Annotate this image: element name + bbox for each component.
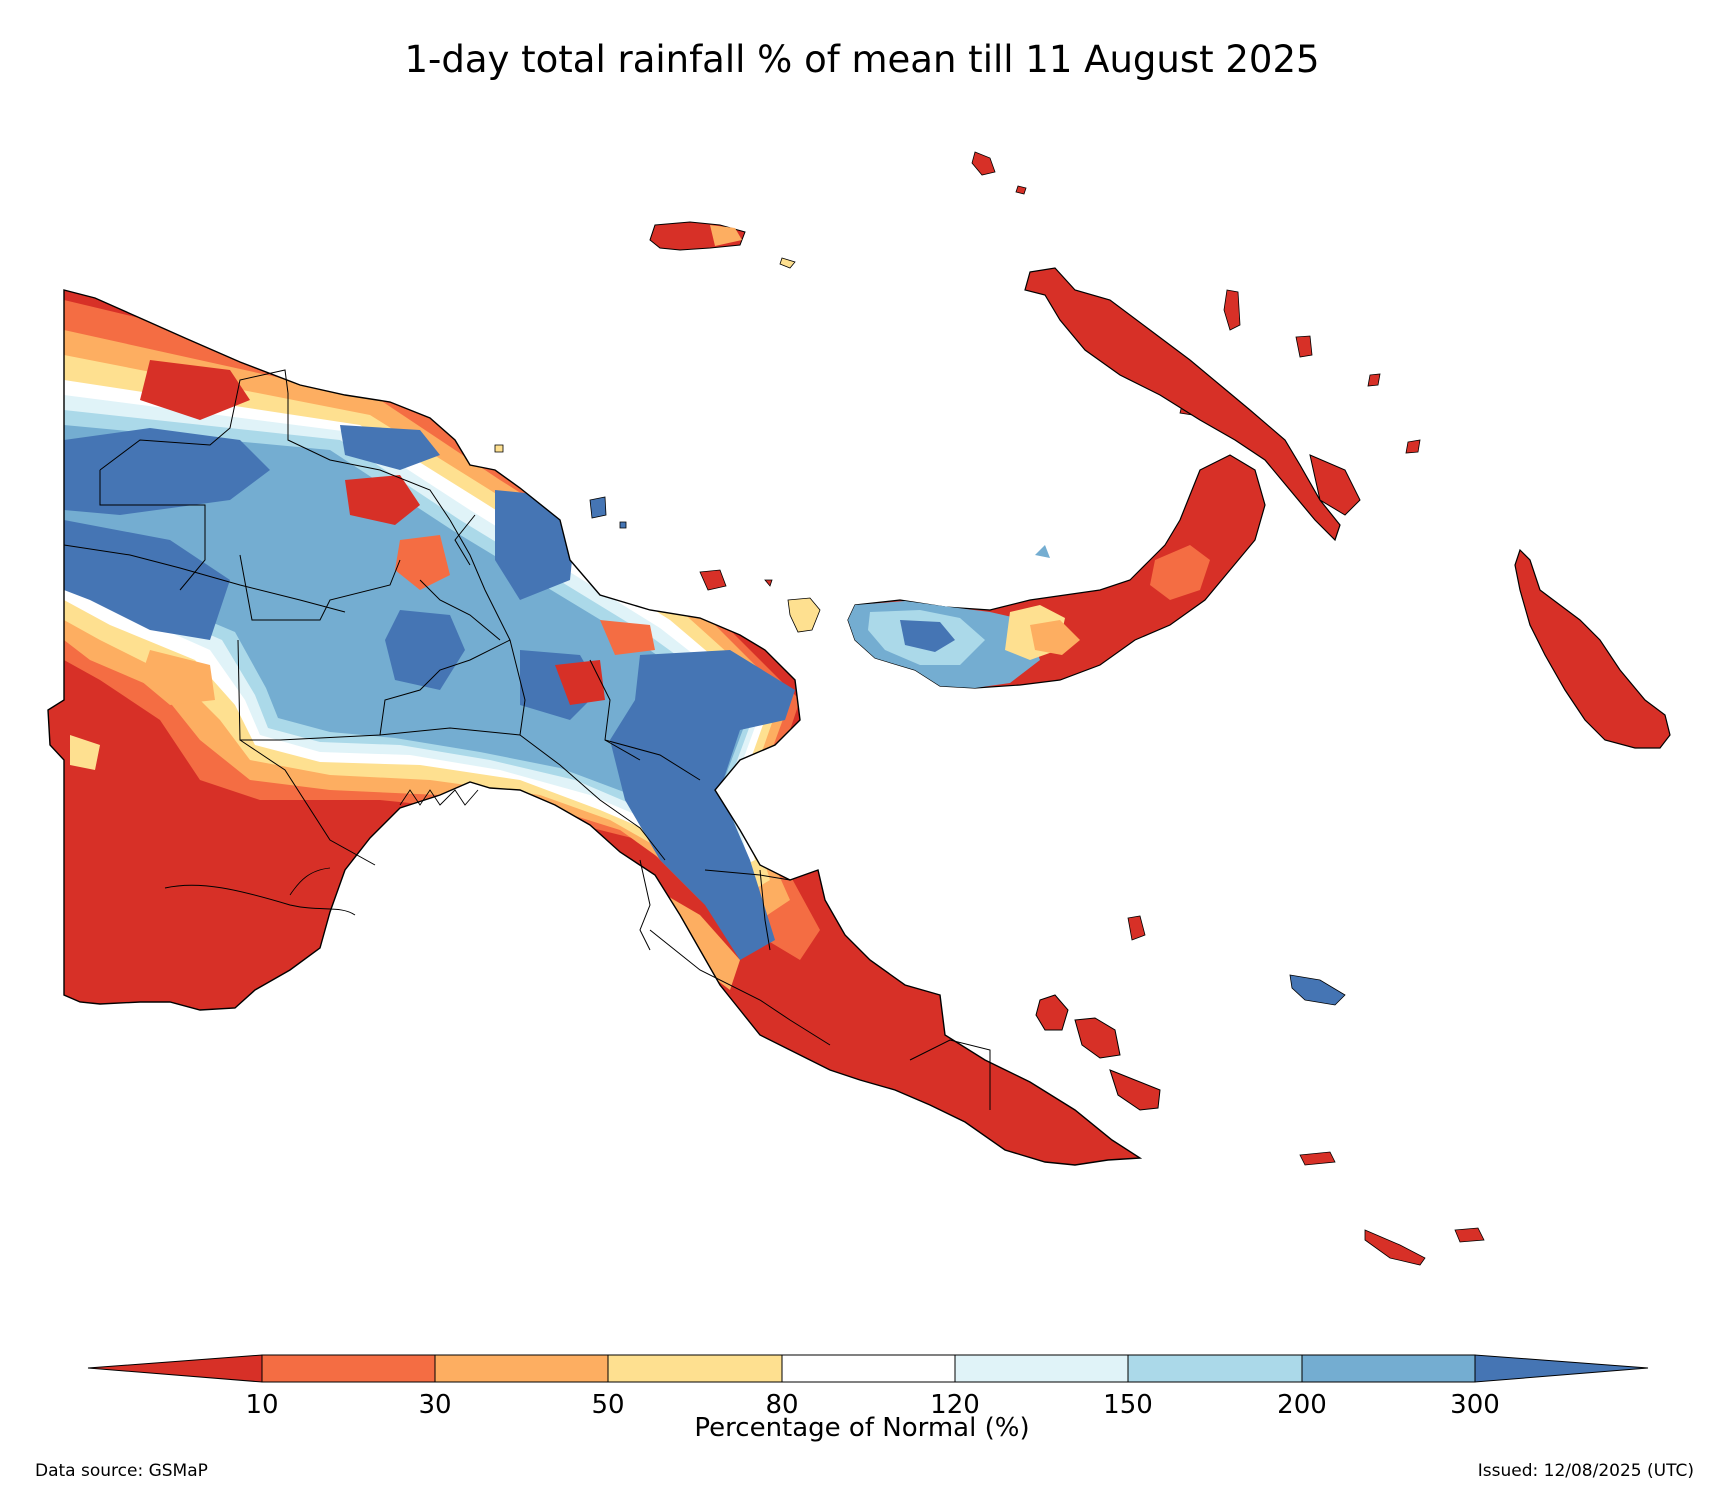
colorbar-label: Percentage of Normal (%) <box>694 1413 1030 1443</box>
colorbar-tick: 120 <box>930 1390 980 1420</box>
issued-date: Issued: 12/08/2025 (UTC) <box>1477 1461 1694 1481</box>
manus-island <box>649 221 796 269</box>
colorbar-high-extension <box>1474 1354 1649 1383</box>
colorbar-tick: 30 <box>418 1390 451 1420</box>
colorbar-low-extension <box>87 1354 263 1383</box>
colorbar-tick: 50 <box>591 1390 624 1420</box>
colorbar-bin-50-80 <box>607 1354 783 1383</box>
colorbar-bin-80-120 <box>781 1354 956 1383</box>
map-title: 1-day total rainfall % of mean till 11 A… <box>404 38 1320 81</box>
colorbar-tick: 150 <box>1103 1390 1153 1420</box>
colorbar-bin-200-300 <box>1301 1354 1476 1383</box>
small-islands-blue <box>494 444 1346 1006</box>
colorbar: 10 30 50 80 120 150 200 300 <box>87 1354 1649 1420</box>
colorbar-bin-10-30 <box>261 1354 436 1383</box>
colorbar-bin-30-50 <box>434 1354 609 1383</box>
bougainville <box>1514 548 1671 749</box>
new-ireland <box>1024 267 1361 542</box>
colorbar-bin-120-150 <box>954 1354 1129 1383</box>
colorbar-tick: 300 <box>1450 1390 1500 1420</box>
milne-bay-islands <box>1035 994 1161 1111</box>
colorbar-tick: 80 <box>765 1390 798 1420</box>
new-britain <box>847 454 1266 689</box>
colorbar-tick: 200 <box>1277 1390 1327 1420</box>
colorbar-bin-150-200 <box>1127 1354 1303 1383</box>
small-islands <box>699 151 1485 1266</box>
mainland-rainfall-field <box>47 289 1143 1166</box>
colorbar-tick: 10 <box>245 1390 278 1420</box>
province-boundaries <box>63 369 991 1110</box>
data-source: Data source: GSMaP <box>35 1461 208 1481</box>
